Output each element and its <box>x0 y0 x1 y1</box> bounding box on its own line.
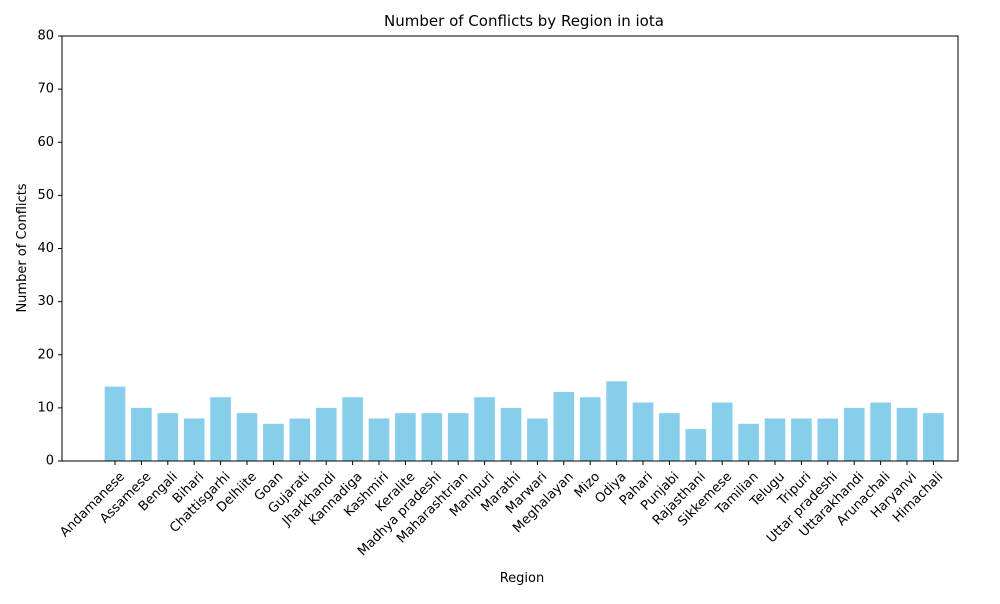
y-tick-label: 40 <box>37 241 54 256</box>
bar-delhiite <box>236 413 258 461</box>
bar-bengali <box>157 413 179 461</box>
bar-maharashtrian <box>447 413 469 461</box>
bar-keralite <box>395 413 416 461</box>
bar-gujarati <box>289 418 311 461</box>
y-tick-label: 70 <box>37 82 54 97</box>
bar-meghalayan <box>553 391 575 461</box>
bar-kashmiri <box>368 418 390 461</box>
bar-tripuri <box>791 418 812 461</box>
y-tick-label: 20 <box>37 347 54 362</box>
bar-marwari <box>527 418 548 461</box>
bar-sikkemese <box>711 402 733 461</box>
y-tick-label: 30 <box>37 294 54 309</box>
bar-assamese <box>131 407 152 461</box>
bar-himachali <box>923 413 944 461</box>
bar-kannadiga <box>342 397 363 461</box>
bar-marathi <box>500 407 522 461</box>
bars-layer <box>104 381 944 461</box>
bar-goan <box>263 423 284 461</box>
bar-tamilian <box>738 423 759 461</box>
x-axis: AndamaneseAssameseBengaliBihariChattisga… <box>57 461 946 559</box>
bar-mizo <box>579 397 601 461</box>
y-axis: 0 10 20 30 40 50 60 70 80 <box>37 29 62 469</box>
bar-pahari <box>632 402 654 461</box>
bar-punjabi <box>659 413 680 461</box>
bar-jharkhandi <box>315 407 337 461</box>
x-axis-label: Region <box>500 571 545 586</box>
y-tick-label: 50 <box>37 188 54 203</box>
bar-madhya-pradeshi <box>421 413 443 461</box>
bar-uttar-pradeshi <box>817 418 839 461</box>
bar-chattisgarhi <box>210 397 231 461</box>
bar-uttarakhandi <box>843 407 865 461</box>
bar-haryanvi <box>896 407 918 461</box>
bar-telugu <box>764 418 786 461</box>
bar-arunachali <box>870 402 891 461</box>
bar-bihari <box>183 418 205 461</box>
bar-odiya <box>606 381 627 461</box>
plot-frame <box>61 35 959 462</box>
bar-andamanese <box>104 386 126 461</box>
bar-manipuri <box>474 397 495 461</box>
y-tick-label: 0 <box>46 454 54 469</box>
y-axis-label: Number of Conflicts <box>15 183 30 312</box>
y-tick-label: 60 <box>37 135 54 150</box>
y-tick-label: 80 <box>37 29 54 44</box>
y-tick-label: 10 <box>37 400 54 415</box>
bar-rajasthani <box>685 429 707 461</box>
chart-title: Number of Conflicts by Region in iota <box>384 12 664 30</box>
